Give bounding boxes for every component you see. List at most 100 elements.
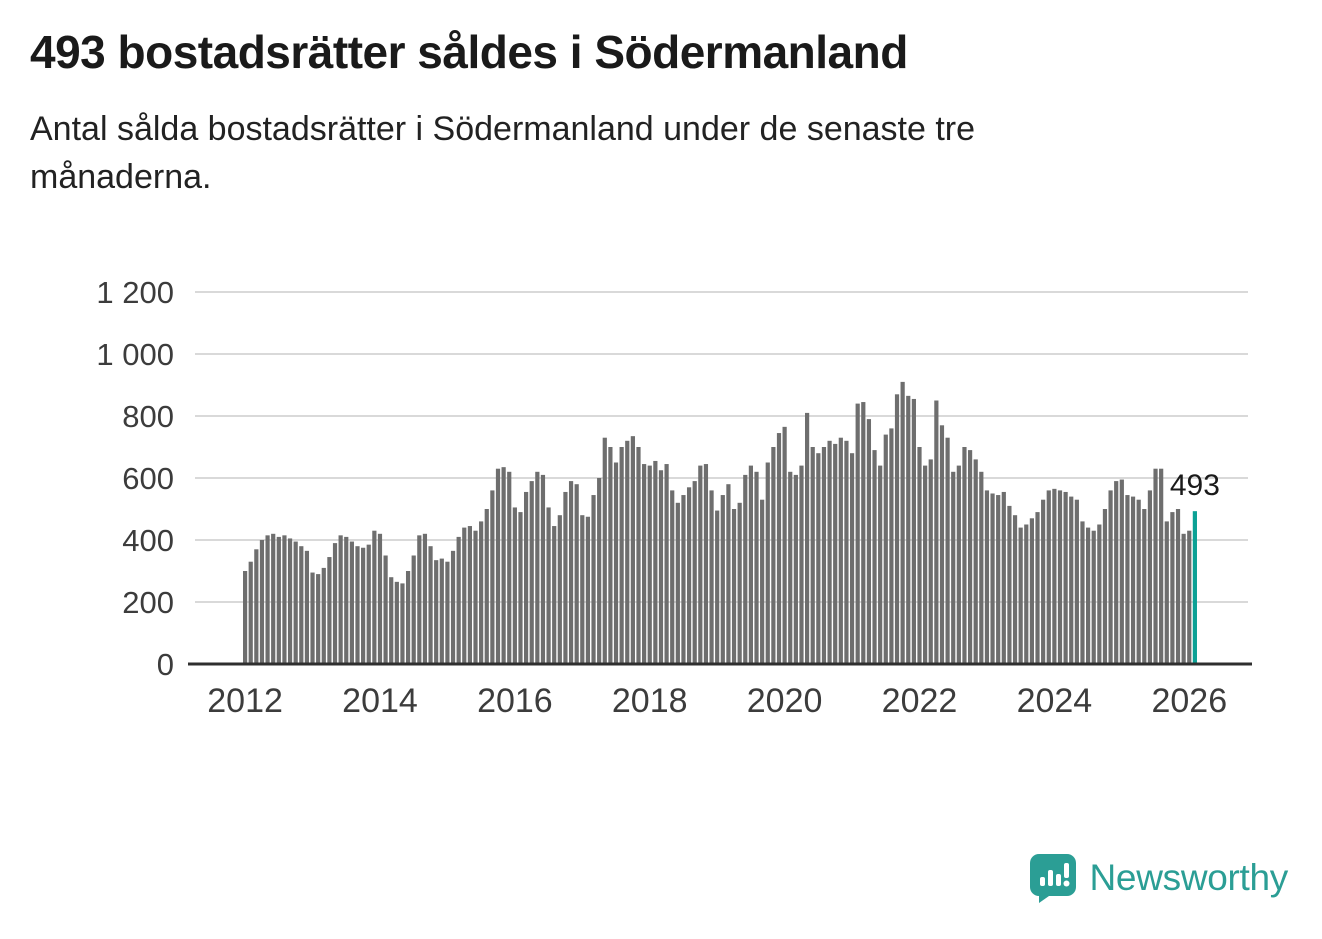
bar bbox=[417, 535, 422, 664]
bar bbox=[805, 412, 810, 664]
x-tick-label: 2016 bbox=[477, 682, 553, 720]
bar bbox=[894, 394, 900, 664]
bar bbox=[658, 470, 664, 664]
bar bbox=[720, 495, 725, 664]
bar bbox=[956, 465, 961, 664]
bar bbox=[692, 481, 697, 664]
bar bbox=[552, 526, 557, 664]
bar bbox=[293, 541, 298, 664]
bar bbox=[422, 533, 428, 664]
logo-exclamation-dot bbox=[1063, 880, 1069, 887]
bar bbox=[1001, 491, 1006, 664]
x-tick-label: 2020 bbox=[747, 682, 823, 720]
bar bbox=[878, 465, 883, 664]
bar bbox=[490, 490, 495, 664]
bar bbox=[1125, 495, 1130, 664]
bar bbox=[535, 471, 540, 664]
bar bbox=[681, 495, 686, 664]
bar bbox=[1097, 524, 1102, 664]
bar bbox=[675, 502, 680, 664]
bar bbox=[923, 465, 928, 664]
bar bbox=[512, 507, 517, 664]
bar bbox=[327, 557, 332, 664]
y-tick-label: 600 bbox=[122, 461, 174, 496]
bar bbox=[271, 533, 276, 664]
bar bbox=[844, 440, 849, 664]
bar bbox=[653, 460, 658, 664]
bar bbox=[1108, 490, 1113, 664]
bar bbox=[462, 527, 467, 664]
bar bbox=[400, 583, 405, 664]
bar bbox=[1063, 491, 1068, 664]
bar bbox=[467, 526, 472, 664]
bar bbox=[1136, 499, 1141, 664]
bar bbox=[776, 433, 782, 664]
bar bbox=[524, 491, 529, 664]
y-tick-label: 1 200 bbox=[96, 275, 174, 310]
bar bbox=[321, 567, 326, 664]
logo-bar-medium bbox=[1047, 870, 1053, 886]
bar bbox=[1170, 512, 1175, 664]
bar bbox=[861, 402, 866, 664]
bar bbox=[1024, 524, 1029, 664]
bar bbox=[743, 474, 748, 664]
bar bbox=[1086, 527, 1091, 664]
bar bbox=[973, 459, 978, 664]
bar bbox=[827, 440, 832, 664]
bar bbox=[254, 549, 259, 664]
bar bbox=[372, 530, 377, 664]
bar bbox=[928, 459, 933, 664]
bar bbox=[1080, 521, 1085, 664]
bar bbox=[1164, 521, 1169, 664]
chart-area: 0 200 400 600 800 1 000 1 200 2012 2014 2016 2018 2… bbox=[0, 268, 1322, 748]
bar bbox=[557, 515, 562, 664]
chart-subtitle: Antal sålda bostadsrätter i Södermanland… bbox=[30, 109, 976, 197]
bar bbox=[670, 490, 675, 664]
bar bbox=[889, 428, 894, 664]
bar bbox=[703, 464, 709, 664]
bar bbox=[833, 443, 838, 664]
bar bbox=[1102, 509, 1108, 664]
bar bbox=[1142, 509, 1147, 664]
bar bbox=[259, 540, 265, 664]
y-tick-label: 200 bbox=[122, 585, 174, 620]
bar bbox=[411, 555, 416, 664]
bar bbox=[495, 468, 501, 664]
bar bbox=[630, 436, 635, 664]
bar bbox=[619, 447, 624, 664]
bar bbox=[754, 471, 759, 664]
bar bbox=[996, 495, 1001, 664]
newsworthy-logo-icon bbox=[1029, 854, 1076, 903]
bar bbox=[771, 447, 776, 664]
bar bbox=[434, 560, 439, 664]
bar bbox=[310, 572, 315, 664]
bar bbox=[911, 398, 916, 664]
bar-chart: 0 200 400 600 800 1 000 1 200 2012 2014 2016 2018 2… bbox=[96, 275, 1252, 720]
bar bbox=[855, 403, 860, 664]
bar bbox=[962, 447, 967, 664]
bar bbox=[1046, 490, 1051, 664]
x-tick-label: 2018 bbox=[612, 682, 688, 720]
bar bbox=[518, 512, 523, 664]
bar bbox=[265, 535, 270, 664]
page-title: 493 bostadsrätter såldes i Södermanland bbox=[30, 26, 908, 78]
brand-name: Newsworthy bbox=[1089, 857, 1289, 898]
bar bbox=[563, 491, 568, 664]
bar bbox=[1153, 468, 1158, 664]
bar bbox=[625, 440, 630, 664]
bar bbox=[979, 471, 984, 664]
bar bbox=[1069, 496, 1074, 664]
bar bbox=[1147, 490, 1153, 664]
bar bbox=[1029, 518, 1034, 664]
bar bbox=[765, 462, 770, 664]
bar bbox=[602, 437, 607, 664]
bar bbox=[361, 547, 366, 664]
bar bbox=[445, 561, 450, 664]
bar bbox=[383, 555, 388, 664]
bar bbox=[1007, 505, 1012, 664]
bar bbox=[1114, 481, 1119, 664]
value-annotation: 493 bbox=[1170, 469, 1220, 502]
bar bbox=[529, 481, 534, 664]
bar bbox=[591, 495, 596, 664]
bar bbox=[507, 471, 512, 664]
